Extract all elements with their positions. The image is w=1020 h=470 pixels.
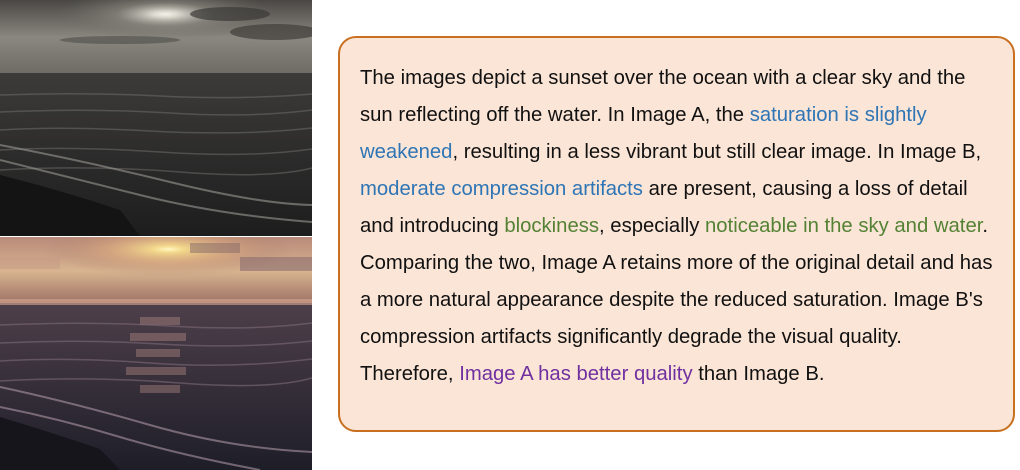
image-pair [0,0,312,470]
highlight-noticeable: noticeable in the sky and water [705,215,983,237]
caption-segment: . Comparing the two, Image A retains mor… [360,215,993,385]
caption-segment: The images depict a sunset over the ocea… [360,67,966,126]
image-a [0,0,312,236]
highlight-compression: moderate compression artifacts [360,178,643,200]
image-b [0,237,312,470]
caption-segment: , resulting in a less vibrant but still … [452,141,982,163]
highlight-conclusion: Image A has better quality [459,363,693,385]
caption-segment: , especially [599,215,705,237]
highlight-saturation: saturation is slightly weakened [360,104,927,163]
caption-box: The images depict a sunset over the ocea… [338,36,1015,432]
caption-segment: are present, causing a loss of detail an… [360,178,968,237]
highlight-blockiness: blockiness [504,215,600,237]
caption-segment: than Image B. [692,363,825,385]
image-a-photo [0,0,312,236]
image-b-photo [0,237,312,470]
caption-text: The images depict a sunset over the ocea… [360,60,997,393]
